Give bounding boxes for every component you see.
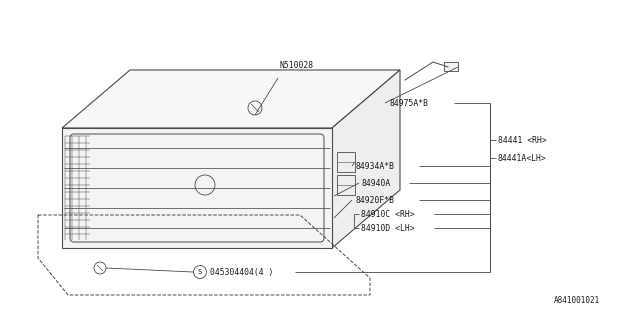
Polygon shape xyxy=(62,128,332,248)
Text: 84910C <RH>: 84910C <RH> xyxy=(361,210,415,219)
Text: 84441 <RH>: 84441 <RH> xyxy=(498,135,547,145)
Text: 84940A: 84940A xyxy=(362,179,391,188)
Text: 84441A<LH>: 84441A<LH> xyxy=(498,154,547,163)
Text: 84920F*B: 84920F*B xyxy=(355,196,394,204)
Text: 84934A*B: 84934A*B xyxy=(355,162,394,171)
Polygon shape xyxy=(332,70,400,248)
Text: A841001021: A841001021 xyxy=(554,296,600,305)
Text: 84975A*B: 84975A*B xyxy=(390,99,429,108)
Text: 84910D <LH>: 84910D <LH> xyxy=(361,223,415,233)
Text: N510028: N510028 xyxy=(280,60,314,69)
Text: S: S xyxy=(198,269,202,275)
Polygon shape xyxy=(62,70,400,128)
Text: 045304404(4 ): 045304404(4 ) xyxy=(210,268,273,276)
Polygon shape xyxy=(444,62,458,71)
